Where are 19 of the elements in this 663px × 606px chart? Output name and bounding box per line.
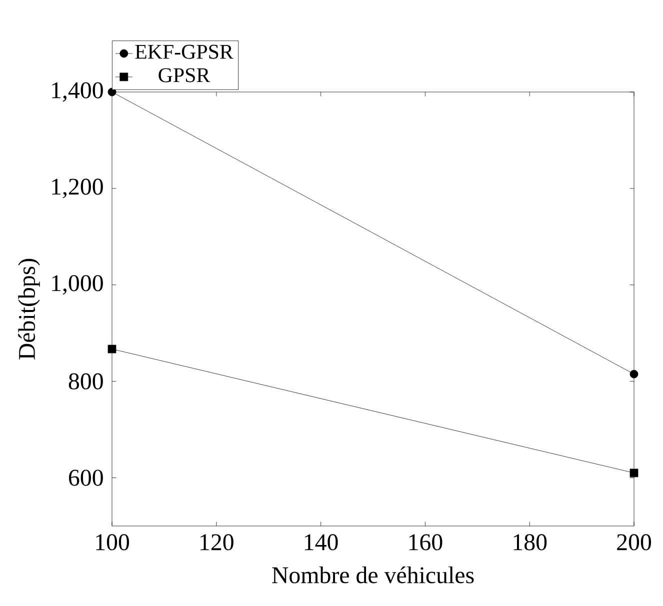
x-tick-label: 180 <box>514 534 547 550</box>
y-tick-label: 600 <box>68 470 103 486</box>
x-tick-label: 140 <box>304 534 338 550</box>
x-tick-label: 200 <box>617 534 652 550</box>
y-tick-label: 800 <box>68 373 103 390</box>
point <box>108 88 116 96</box>
y-tick-label: 1,400 <box>52 82 103 102</box>
x-axis-title: Nombre de véhicules <box>272 566 474 584</box>
point <box>630 468 638 478</box>
x-tick-label: 100 <box>96 534 130 550</box>
x-tick-label: 160 <box>409 534 442 550</box>
legend-label: EKF-GPSR <box>135 44 234 59</box>
x-tick-label: 120 <box>200 534 234 550</box>
y-tick-label: 1,200 <box>52 178 103 198</box>
legend-label: GPSR <box>158 68 210 82</box>
y-tick-label: 1,000 <box>52 275 103 295</box>
y-axis-title: Débit(bps) <box>18 258 40 360</box>
point <box>108 344 116 354</box>
point <box>630 370 638 378</box>
